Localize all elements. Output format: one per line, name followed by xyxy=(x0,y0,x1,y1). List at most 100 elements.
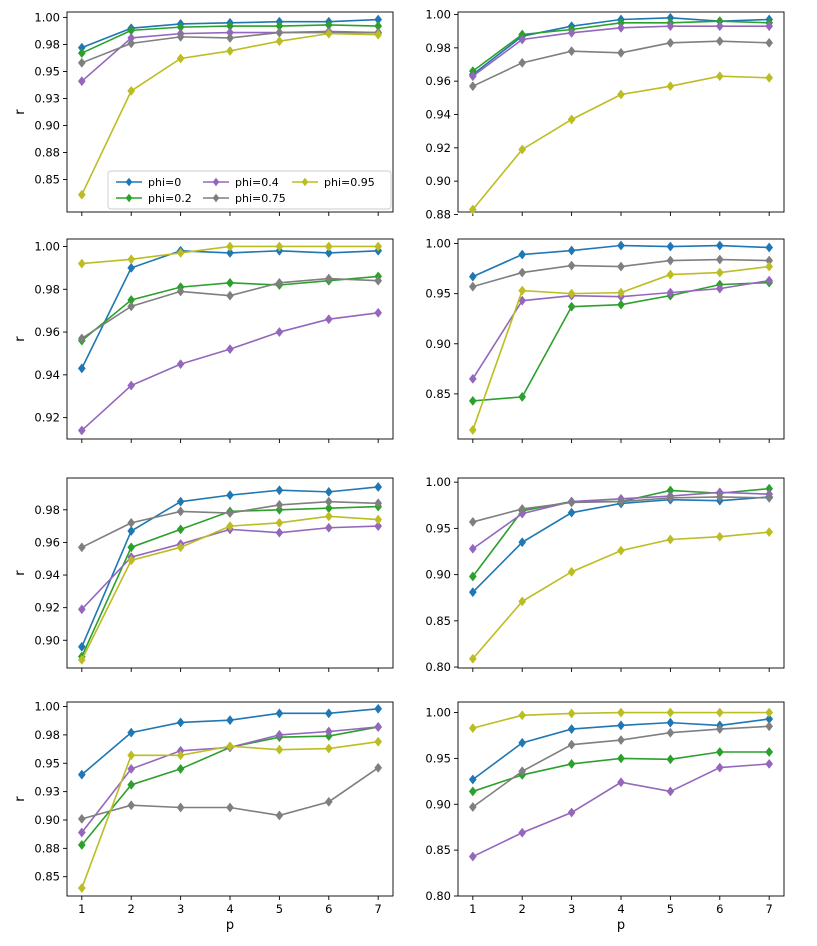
axes-frame xyxy=(457,477,785,669)
legend-marker xyxy=(125,177,133,187)
data-point xyxy=(567,301,576,312)
data-point xyxy=(468,71,477,82)
x-tick-label: 7 xyxy=(375,902,382,916)
series-phi-0-75 xyxy=(77,762,383,824)
data-point xyxy=(226,32,234,43)
data-point xyxy=(468,543,477,554)
y-tick-label: 0.90 xyxy=(34,813,60,827)
legend-box xyxy=(107,170,392,210)
data-point xyxy=(567,497,576,508)
y-tick-label: 0.96 xyxy=(425,74,451,88)
data-point xyxy=(518,537,527,548)
data-point xyxy=(567,27,576,38)
y-tick-label: 0.85 xyxy=(34,173,60,187)
data-point xyxy=(226,508,234,519)
x-tick-label: 4 xyxy=(226,902,233,916)
data-point xyxy=(518,391,527,402)
data-point xyxy=(226,344,234,355)
series-phi-0-75 xyxy=(77,496,383,553)
data-point xyxy=(468,786,477,797)
data-point xyxy=(324,796,333,807)
y-tick-label: 1.00 xyxy=(425,706,451,720)
data-point xyxy=(127,38,136,49)
data-point xyxy=(176,247,185,258)
data-point xyxy=(468,571,477,582)
data-point xyxy=(666,287,675,298)
y-tick-label: 0.88 xyxy=(34,146,60,160)
data-point xyxy=(617,261,625,272)
data-point xyxy=(127,555,136,566)
series-phi-0-95 xyxy=(77,736,383,894)
data-point xyxy=(518,144,527,155)
data-point xyxy=(468,424,477,435)
data-point xyxy=(324,314,333,325)
data-point xyxy=(715,707,724,718)
y-tick-label: 0.92 xyxy=(34,411,60,425)
data-point xyxy=(715,21,724,32)
legend-label: phi=0 xyxy=(148,176,181,189)
data-point xyxy=(518,249,527,260)
axes-frame xyxy=(66,238,394,440)
data-point xyxy=(275,744,284,755)
y-tick-label: 0.88 xyxy=(425,208,451,222)
y-tick-label: 0.90 xyxy=(425,568,451,582)
data-point xyxy=(468,373,477,384)
y-tick-label: 0.95 xyxy=(34,64,60,78)
data-point xyxy=(518,596,527,607)
y-tick-label: 0.92 xyxy=(34,601,60,615)
y-tick-label: 0.94 xyxy=(34,568,60,582)
y-tick-label: 0.90 xyxy=(34,633,60,647)
data-point xyxy=(617,47,625,58)
data-point xyxy=(374,703,383,714)
data-point xyxy=(77,654,86,665)
data-point xyxy=(275,729,284,740)
y-tick-label: 0.90 xyxy=(425,337,451,351)
data-point xyxy=(468,723,477,734)
data-point xyxy=(275,277,284,288)
series-phi-0-75 xyxy=(468,254,774,292)
data-point xyxy=(715,267,724,278)
data-point xyxy=(518,57,527,68)
y-tick-label: 0.96 xyxy=(34,535,60,549)
data-point xyxy=(127,517,136,528)
legend-marker xyxy=(212,177,220,187)
data-point xyxy=(127,301,136,312)
chart-panel-6: 0.80 0.85 0.90 0.95 1.00 xyxy=(425,475,785,674)
x-tick-label: 1 xyxy=(469,902,476,916)
y-tick-label: 0.98 xyxy=(34,37,60,51)
series-phi-0-4 xyxy=(468,21,774,82)
chart-panel-5: 0.90 0.92 0.94 0.96 0.98 r xyxy=(13,477,394,672)
data-point xyxy=(765,275,774,286)
data-point xyxy=(666,269,675,280)
data-point xyxy=(226,715,234,726)
data-point xyxy=(374,307,383,318)
data-point xyxy=(176,542,185,553)
y-tick-label: 0.90 xyxy=(425,174,451,188)
data-point xyxy=(77,425,86,436)
data-point xyxy=(567,807,576,818)
data-point xyxy=(77,76,86,87)
data-point xyxy=(765,527,774,538)
data-point xyxy=(666,727,675,738)
data-point xyxy=(715,283,724,294)
data-point xyxy=(77,542,86,553)
series-phi-0-4 xyxy=(77,307,383,436)
chart-panel-2: 0.88 0.90 0.92 0.94 0.96 0.98 1.00 xyxy=(425,8,785,222)
data-point xyxy=(324,241,333,252)
series-phi-0-95 xyxy=(468,707,774,734)
data-point xyxy=(468,516,477,527)
data-point xyxy=(765,746,774,757)
y-tick-label: 0.90 xyxy=(34,119,60,133)
legend-label: phi=0.4 xyxy=(235,176,279,189)
data-point xyxy=(176,359,185,370)
data-point xyxy=(226,741,234,752)
y-tick-label: 0.80 xyxy=(425,660,451,674)
series-phi-0-75 xyxy=(468,491,774,527)
axes-frame xyxy=(66,701,394,897)
data-point xyxy=(468,587,477,598)
data-point xyxy=(275,708,284,719)
data-point xyxy=(324,743,333,754)
data-point xyxy=(715,71,724,82)
legend-entry-phi-0-75: phi=0.75 xyxy=(203,192,286,205)
x-axis-label: p xyxy=(226,918,234,933)
